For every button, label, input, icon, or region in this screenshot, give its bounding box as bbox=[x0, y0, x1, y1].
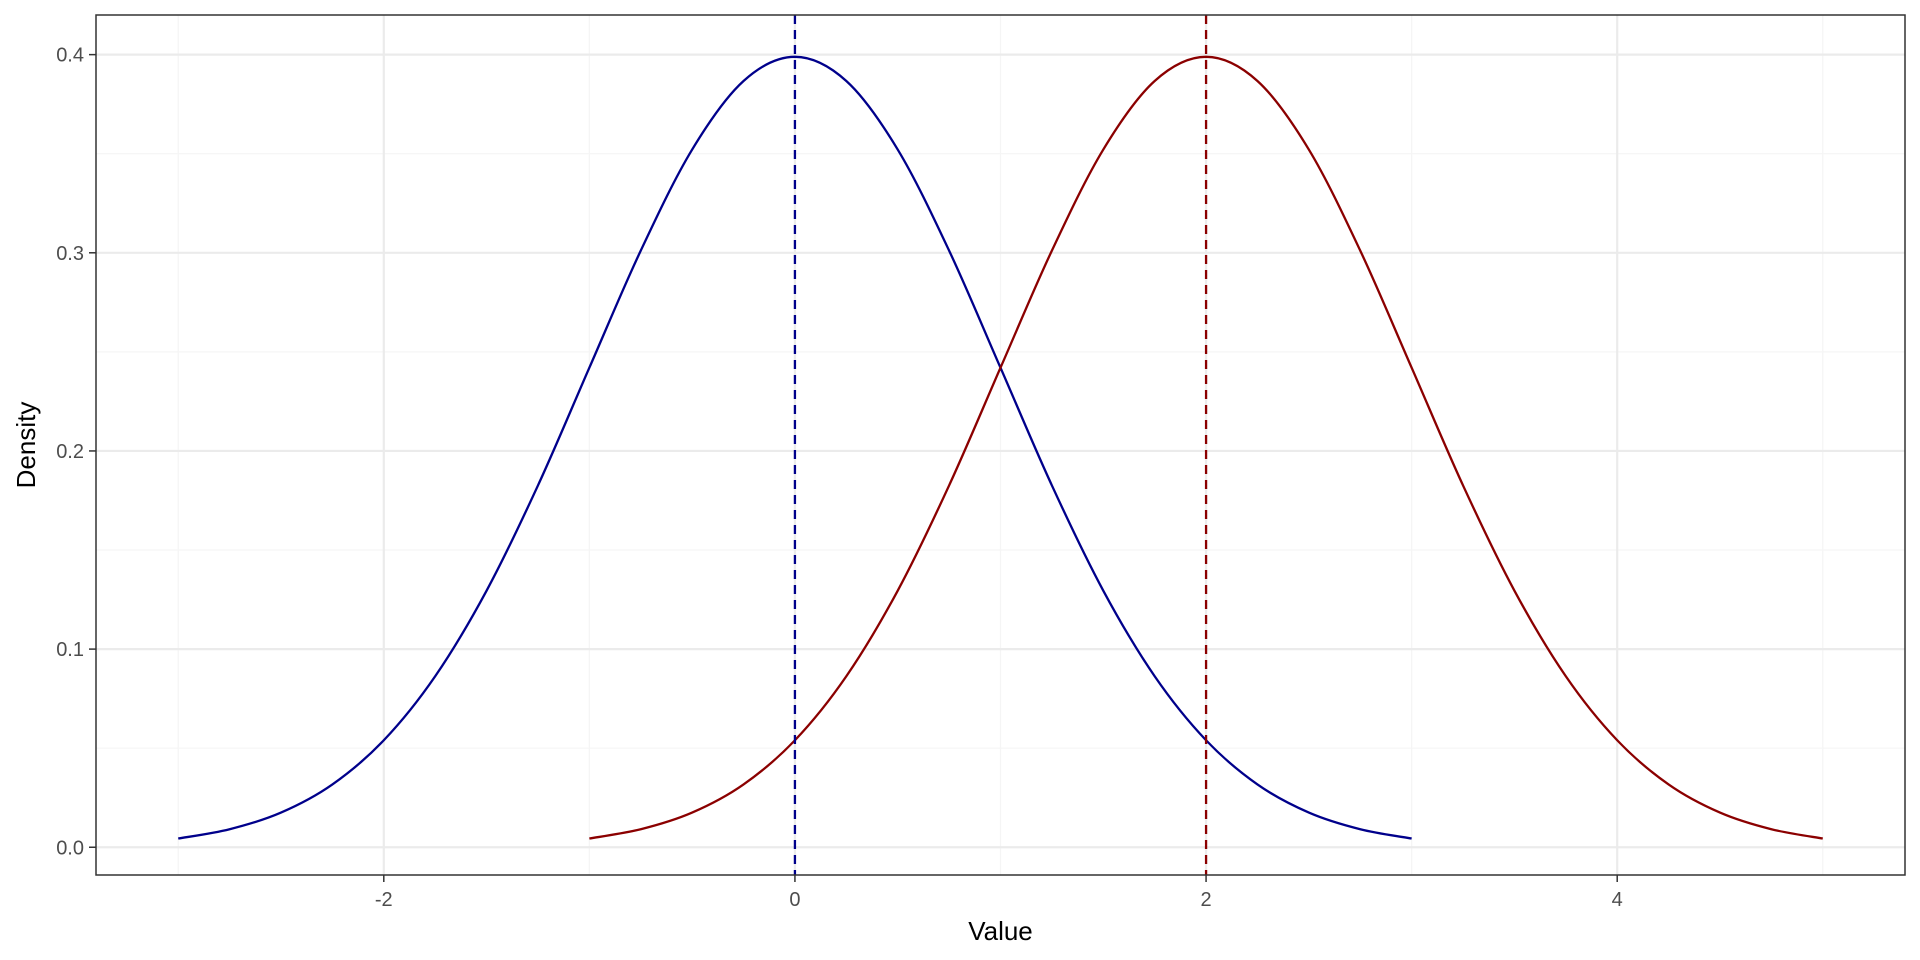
reference-lines bbox=[793, 15, 1208, 875]
density-curve-1 bbox=[178, 55, 1412, 840]
y-tick-label: 0.1 bbox=[56, 639, 84, 661]
y-tick-label: 0.3 bbox=[56, 243, 84, 265]
y-tick-label: 0.0 bbox=[56, 837, 84, 859]
panel-border bbox=[95, 14, 1906, 876]
y-axis-title: Density bbox=[11, 402, 41, 489]
density-curve-2 bbox=[589, 55, 1823, 840]
y-tick-label: 0.4 bbox=[56, 45, 84, 67]
x-tick-label: 2 bbox=[1201, 889, 1212, 911]
x-tick-label: 4 bbox=[1612, 889, 1623, 911]
minor-gridlines bbox=[96, 15, 1905, 875]
x-axis: -2 0 2 4 bbox=[375, 875, 1623, 911]
x-tick-label: 0 bbox=[789, 889, 800, 911]
x-tick-label: -2 bbox=[375, 889, 393, 911]
x-axis-title: Value bbox=[968, 916, 1033, 946]
y-tick-label: 0.2 bbox=[56, 441, 84, 463]
y-axis: 0.0 0.1 0.2 0.3 0.4 bbox=[56, 45, 96, 859]
series-layer bbox=[178, 55, 1823, 840]
